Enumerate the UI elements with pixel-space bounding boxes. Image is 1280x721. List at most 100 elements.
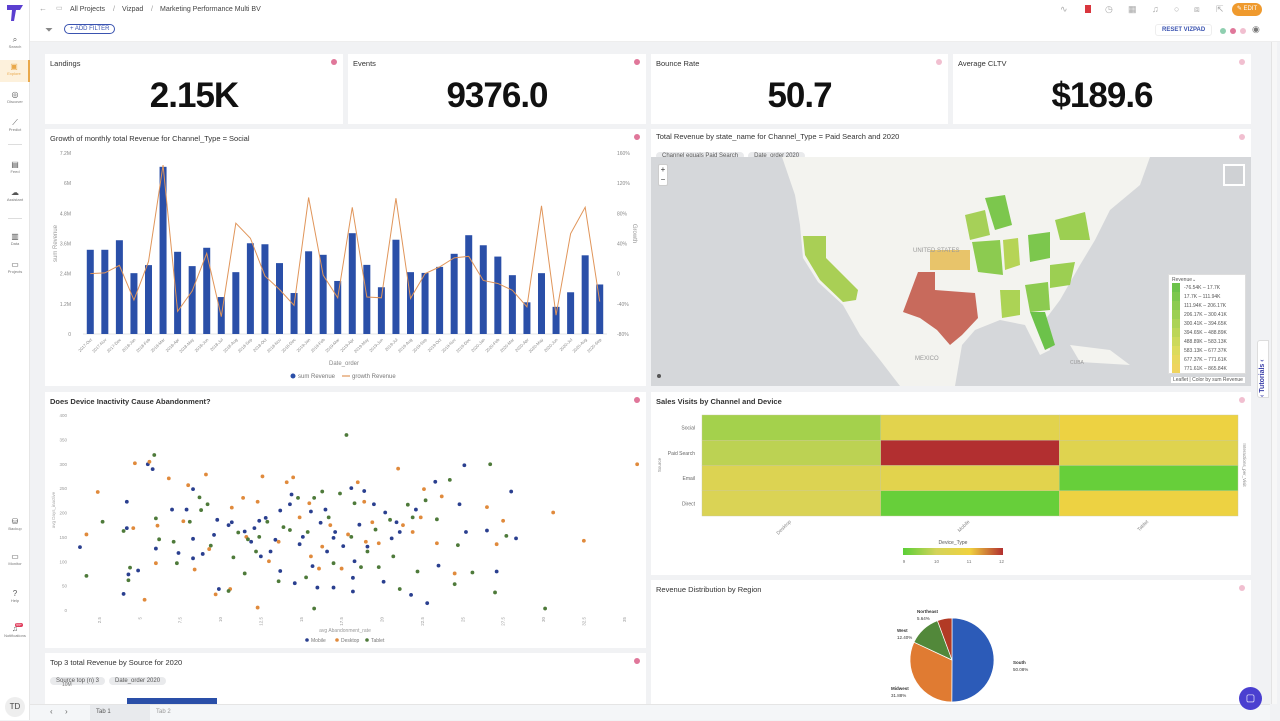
filter-chip[interactable]: Channel equals Paid Search xyxy=(656,152,745,160)
scatter-point-tablet xyxy=(320,489,325,494)
filter-chip[interactable]: Date_order 2020 xyxy=(109,677,167,685)
calendar-icon[interactable]: ▦ xyxy=(1128,4,1137,14)
card-menu-dot[interactable] xyxy=(331,59,337,65)
map-zoom-control: + − xyxy=(658,164,668,186)
sidebar-item-backup[interactable]: ⛁ Backup xyxy=(0,515,30,537)
explore-icon: ▣ xyxy=(10,62,18,71)
sidebar-item-projects[interactable]: ▭ Projects xyxy=(0,258,30,280)
filter-icon[interactable]: ⏷ xyxy=(45,25,53,36)
choropleth-map[interactable]: UNITED STATES MEXICO CUBA xyxy=(651,157,1251,386)
zoom-in-button[interactable]: + xyxy=(660,165,666,174)
data-icon: ▥ xyxy=(11,232,19,241)
sidebar-item-explore[interactable]: ▣ Explore xyxy=(0,60,30,82)
reset-vizpad-button[interactable]: RESET VIZPAD xyxy=(1155,24,1213,36)
sidebar-item-notifications[interactable]: ♫ Notifications 99+ xyxy=(0,622,30,644)
bar xyxy=(334,280,342,334)
legend-label: 111.94K – 206.17K xyxy=(1184,302,1227,309)
legend-swatch xyxy=(1172,292,1180,301)
state[interactable] xyxy=(985,195,1012,230)
card-menu-dot[interactable] xyxy=(634,658,640,664)
bar xyxy=(115,240,123,334)
eye-icon[interactable]: ◉ xyxy=(1252,24,1260,34)
card-menu-dot[interactable] xyxy=(634,134,640,140)
card-menu-dot[interactable] xyxy=(634,59,640,65)
card-menu-dot[interactable] xyxy=(1239,59,1245,65)
filter-chip[interactable]: Source top (n) 3 xyxy=(50,677,106,685)
scatter-point-mobile xyxy=(252,526,257,530)
state[interactable] xyxy=(1000,290,1020,318)
color-scale-tick: 10 xyxy=(934,559,940,564)
tutorials-tab[interactable]: ‹ Tutorials ‹ xyxy=(1257,340,1269,398)
tab-2[interactable]: Tab 2 xyxy=(156,709,171,715)
status-dot-green[interactable] xyxy=(1220,28,1226,34)
state[interactable] xyxy=(1050,262,1075,288)
card-menu-dot[interactable] xyxy=(1239,585,1245,591)
state[interactable] xyxy=(1025,282,1050,312)
state[interactable] xyxy=(1003,238,1020,270)
bar[interactable] xyxy=(127,698,217,705)
card-menu-dot[interactable] xyxy=(634,397,640,403)
breadcrumb-vizpad[interactable]: Vizpad xyxy=(122,6,144,13)
x-tick-label: 2.5 xyxy=(97,617,102,624)
share-icon[interactable]: ⧈ xyxy=(1194,4,1200,14)
sidebar-item-feed[interactable]: ▤ Feed xyxy=(0,158,30,180)
bell-icon[interactable]: ♫ xyxy=(1152,4,1159,14)
tab-prev-icon[interactable]: ‹ xyxy=(50,707,53,716)
sidebar-item-help[interactable]: ? Help xyxy=(0,587,30,609)
card-menu-dot[interactable] xyxy=(1239,134,1245,140)
export-icon[interactable]: ⇱ xyxy=(1216,4,1224,14)
y-tick-label: Direct xyxy=(682,501,696,507)
sidebar-item-monitor[interactable]: ▭ Monitor xyxy=(0,550,30,572)
legend-label: 394.65K – 488.89K xyxy=(1184,329,1227,336)
breadcrumb-all-projects[interactable]: All Projects xyxy=(70,6,106,13)
sidebar-item-predict[interactable]: ⟋ Predict xyxy=(0,116,30,138)
scatter-point-mobile xyxy=(300,534,305,539)
back-arrow-icon[interactable]: ← xyxy=(39,4,47,13)
legend-title[interactable]: Revenue⌄ xyxy=(1172,277,1197,283)
card-menu-dot[interactable] xyxy=(936,59,942,65)
clock-icon[interactable]: ◷ xyxy=(1105,4,1113,14)
scatter-point-mobile xyxy=(249,539,254,544)
state[interactable] xyxy=(1028,232,1050,262)
scatter-point-tablet xyxy=(174,561,179,566)
state-texas[interactable] xyxy=(903,272,978,345)
scatter-point-tablet xyxy=(276,579,281,584)
layers-toggle-icon[interactable] xyxy=(1223,164,1245,186)
sidebar-item-search[interactable]: ⌕ Search xyxy=(0,33,30,55)
legend-marker-sum-revenue xyxy=(290,373,296,379)
scatter-point-desktop xyxy=(213,592,218,597)
tab-1[interactable]: Tab 1 xyxy=(90,705,150,721)
filter-chip[interactable]: Date_order 2020 xyxy=(748,152,806,160)
circle-icon[interactable]: ○ xyxy=(1174,4,1180,14)
state[interactable] xyxy=(1055,212,1090,240)
scatter-point-desktop xyxy=(317,566,321,571)
kpi-value: $189.6 xyxy=(1051,76,1153,115)
sidebar-item-assistant[interactable]: ☁ Assistant xyxy=(0,186,30,208)
scatter-point-tablet xyxy=(447,477,452,482)
bar xyxy=(421,272,429,334)
activity-icon[interactable]: ∿ xyxy=(1060,4,1068,14)
add-filter-button[interactable]: + ADD FILTER xyxy=(64,24,116,34)
state-kansas[interactable] xyxy=(930,250,970,270)
bookmark-icon[interactable] xyxy=(1085,5,1091,13)
zoom-out-button[interactable]: − xyxy=(660,175,666,184)
card-menu-dot[interactable] xyxy=(1239,397,1245,403)
scatter-point-desktop xyxy=(418,515,423,520)
state[interactable] xyxy=(965,210,990,240)
avatar[interactable]: TD xyxy=(5,697,25,717)
status-dot-light-pink[interactable] xyxy=(1240,28,1246,34)
scatter-point-desktop xyxy=(309,554,313,559)
chat-button[interactable]: ▢ xyxy=(1239,687,1262,710)
edit-button[interactable]: ✎ EDIT xyxy=(1232,3,1262,16)
state-florida[interactable] xyxy=(1030,312,1055,350)
state-california[interactable] xyxy=(803,236,858,302)
app-logo[interactable] xyxy=(5,3,25,23)
scatter-point-mobile xyxy=(351,575,355,580)
sidebar-item-discover[interactable]: ◎ Discover xyxy=(0,88,30,110)
sidebar-item-data[interactable]: ▥ Data xyxy=(0,230,30,252)
chart-title: Sales Visits by Channel and Device xyxy=(656,397,782,406)
scrollbar[interactable] xyxy=(1271,42,1277,704)
state[interactable] xyxy=(972,240,1003,275)
status-dot-pink[interactable] xyxy=(1230,28,1236,34)
tab-next-icon[interactable]: › xyxy=(65,707,68,716)
